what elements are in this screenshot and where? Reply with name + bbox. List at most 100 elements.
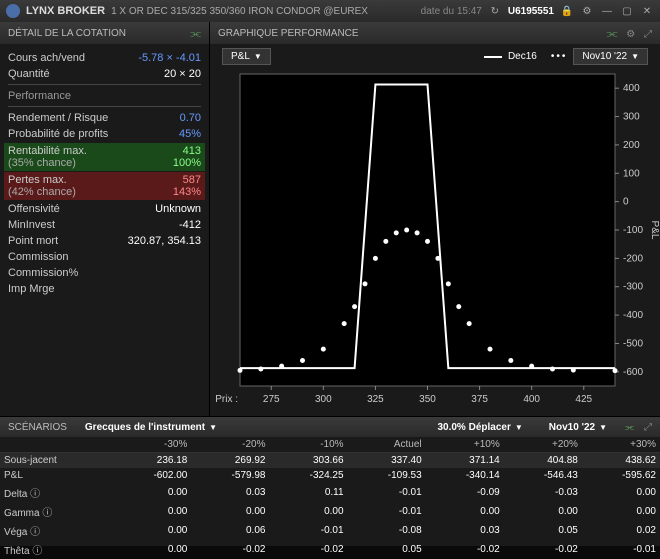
chart-panel-title: GRAPHIQUE PERFORMANCE	[218, 28, 359, 39]
greeks-label: Grecques de l'instrument	[85, 422, 205, 433]
row-label: Delta ⓘ	[0, 483, 113, 502]
row-label: Thêta ⓘ	[0, 540, 113, 559]
quote-row-value: 45%	[179, 128, 201, 140]
svg-text:300: 300	[315, 394, 332, 405]
scen-date-dropdown[interactable]: Nov10 '22 ▼	[541, 420, 615, 435]
row-label: Gamma ⓘ	[0, 502, 113, 521]
loss-box: Pertes max. 587 (42% chance) 143%	[4, 172, 205, 200]
chart-link-icon[interactable]: ⫘	[607, 26, 618, 40]
svg-text:425: 425	[575, 394, 592, 405]
quote-panel: DÉTAIL DE LA COTATION ⫘ Cours ach/vend -…	[0, 22, 210, 416]
svg-text:325: 325	[367, 394, 384, 405]
quote-row-value: -412	[179, 219, 201, 231]
table-header: +20%	[504, 437, 582, 453]
link-icon[interactable]: ⫘	[190, 26, 201, 41]
table-cell: 0.06	[191, 521, 269, 540]
performance-chart: 4003002001000-100-200-300-400-500-600275…	[210, 44, 660, 416]
table-cell: -0.09	[426, 483, 504, 502]
svg-text:100: 100	[623, 168, 640, 179]
table-header: -30%	[113, 437, 191, 453]
table-cell: 337.40	[348, 453, 426, 469]
close-icon[interactable]: ✕	[640, 4, 654, 18]
scenarios-title: SCÉNARIOS	[8, 422, 67, 433]
quote-row-value: 0.70	[180, 112, 201, 124]
table-cell: 0.00	[113, 502, 191, 521]
app-logo-icon	[6, 4, 20, 18]
move-dropdown[interactable]: 30.0% Déplacer ▼	[429, 420, 530, 435]
table-row: Delta ⓘ0.000.030.11-0.01-0.09-0.030.00	[0, 483, 660, 502]
table-cell: -0.03	[504, 483, 582, 502]
table-cell: -579.98	[191, 468, 269, 483]
table-cell: 0.03	[191, 483, 269, 502]
table-cell: 0.00	[269, 502, 347, 521]
refresh-icon[interactable]: ↻	[488, 4, 502, 18]
svg-text:200: 200	[623, 140, 640, 151]
chart-expand-icon[interactable]: ⤢	[644, 29, 652, 40]
chart-panel-header: GRAPHIQUE PERFORMANCE ⫘ ⚙ ⤢	[210, 22, 660, 44]
chevron-down-icon: ▼	[254, 52, 262, 61]
table-cell: 0.00	[582, 483, 660, 502]
table-header: +30%	[582, 437, 660, 453]
table-cell: 269.92	[191, 453, 269, 469]
metric-value: P&L	[231, 51, 250, 62]
move-label: 30.0% Déplacer	[437, 422, 510, 433]
quote-row-label: Probabilité de profits	[8, 128, 108, 140]
profit-pct: 100%	[173, 157, 201, 169]
quote-row-label: Rendement / Risque	[8, 112, 108, 124]
brand-label: LYNX BROKER	[26, 5, 105, 17]
greeks-dropdown[interactable]: Grecques de l'instrument ▼	[77, 420, 225, 435]
table-cell: 0.02	[582, 521, 660, 540]
table-header: -10%	[269, 437, 347, 453]
chart-settings-icon[interactable]: ⚙	[626, 29, 635, 40]
titlebar: LYNX BROKER 1 X OR DEC 315/325 350/360 I…	[0, 0, 660, 22]
quote-row-label: Commission%	[8, 267, 78, 279]
date-dropdown[interactable]: Nov10 '22 ▼	[573, 48, 648, 65]
scen-expand-icon[interactable]: ⤢	[644, 422, 652, 433]
maximize-icon[interactable]: ▢	[620, 4, 634, 18]
chevron-down-icon: ▼	[599, 423, 607, 432]
table-cell: 404.88	[504, 453, 582, 469]
profit-chance: (35% chance)	[8, 157, 76, 169]
table-cell: -340.14	[426, 468, 504, 483]
svg-text:375: 375	[471, 394, 488, 405]
loss-chance: (42% chance)	[8, 186, 76, 198]
settings-icon[interactable]: ⚙	[580, 4, 594, 18]
row-label: Véga ⓘ	[0, 521, 113, 540]
size-label: Quantité	[8, 68, 50, 80]
lock-icon[interactable]: 🔒	[560, 4, 574, 18]
table-cell: -602.00	[113, 468, 191, 483]
svg-text:0: 0	[623, 197, 629, 208]
table-row: Gamma ⓘ0.000.000.00-0.010.000.000.00	[0, 502, 660, 521]
table-header: -20%	[191, 437, 269, 453]
quote-row-label: Point mort	[8, 235, 58, 247]
svg-text:-500: -500	[623, 338, 643, 349]
table-cell: 236.18	[113, 453, 191, 469]
quote-panel-header: DÉTAIL DE LA COTATION ⫘	[0, 22, 209, 44]
table-cell: 0.00	[504, 502, 582, 521]
chevron-down-icon: ▼	[209, 423, 217, 432]
table-cell: -595.62	[582, 468, 660, 483]
svg-text:-300: -300	[623, 282, 643, 293]
table-cell: 0.00	[113, 540, 191, 559]
table-cell: -0.01	[269, 521, 347, 540]
series1-label: Dec16	[508, 51, 537, 62]
svg-text:275: 275	[263, 394, 280, 405]
loss-value: 587	[183, 174, 201, 186]
table-cell: 0.00	[113, 483, 191, 502]
table-cell: 0.00	[113, 521, 191, 540]
size-value: 20 × 20	[164, 68, 201, 80]
bid-ask-label: Cours ach/vend	[8, 52, 85, 64]
scenarios-panel: SCÉNARIOS Grecques de l'instrument ▼ 30.…	[0, 416, 660, 546]
account-label: U6195551	[508, 6, 554, 17]
table-header: +10%	[426, 437, 504, 453]
scen-link-icon[interactable]: ⫘	[625, 422, 634, 433]
table-cell: -0.01	[348, 502, 426, 521]
metric-dropdown[interactable]: P&L ▼	[222, 48, 271, 65]
row-label: P&L	[0, 468, 113, 483]
bid-ask-value: -5.78 × -4.01	[138, 52, 201, 64]
profit-label: Rentabilité max.	[8, 145, 87, 157]
table-row: Véga ⓘ0.000.06-0.01-0.080.030.050.02	[0, 521, 660, 540]
performance-label: Performance	[8, 90, 71, 102]
minimize-icon[interactable]: —	[600, 4, 614, 18]
table-cell: -0.01	[348, 483, 426, 502]
